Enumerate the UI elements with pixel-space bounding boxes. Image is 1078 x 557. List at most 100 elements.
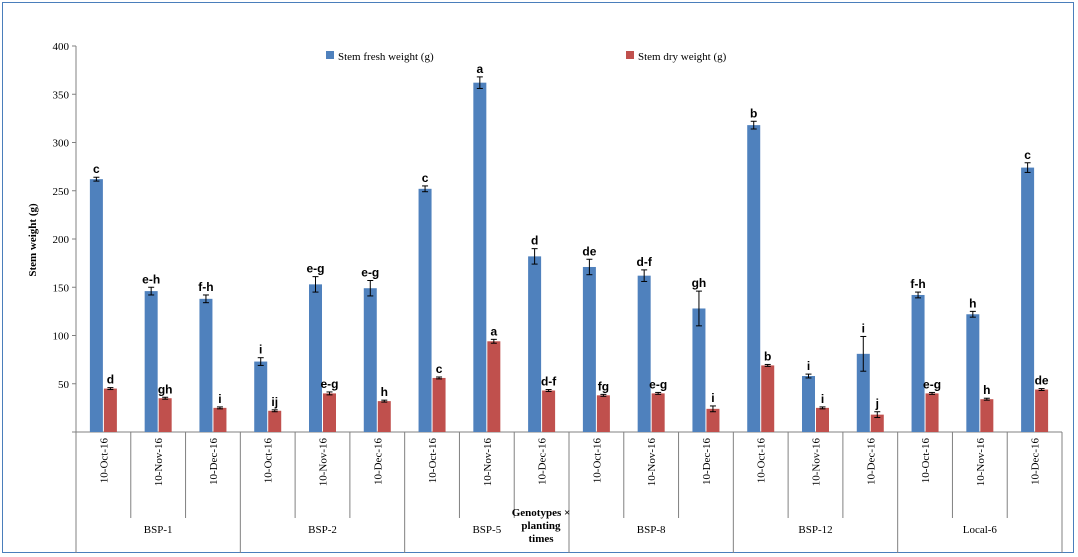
bar-dry-weight: [377, 401, 391, 432]
bar-fresh-weight: [802, 376, 815, 432]
group-label: Local-6: [963, 524, 998, 536]
bar-dry-weight: [870, 414, 884, 432]
x-tick-label: 10-Dec-16: [372, 438, 384, 486]
fresh-weight-letter: i: [807, 359, 810, 373]
dry-weight-letter: d: [107, 373, 114, 387]
dry-weight-letter: h: [983, 383, 990, 397]
fresh-weight-letter: i: [259, 343, 262, 357]
fresh-weight-letter: a: [476, 62, 483, 76]
fresh-weight-letter: c: [1024, 148, 1031, 162]
dry-weight-letter: gh: [158, 382, 173, 396]
bar-fresh-weight: [637, 275, 651, 432]
axes: 50 100 150 200 250 300 350 400: [53, 41, 1063, 553]
fresh-weight-letter: b: [750, 106, 757, 120]
bars: [89, 76, 1049, 433]
bar-dry-weight: [980, 399, 994, 432]
x-tick-label: 10-Oct-16: [756, 438, 768, 484]
bar-fresh-weight: [199, 298, 213, 432]
x-axis-label: Genotypes × planting times: [512, 507, 571, 545]
fresh-weight-letter: h: [969, 296, 976, 310]
dry-weight-letter: i: [821, 392, 824, 406]
dry-weight-letter: e-g: [649, 377, 667, 391]
dry-weight-letter: c: [436, 362, 443, 376]
bar-fresh-weight: [582, 266, 596, 432]
fresh-weight-letter: d: [531, 234, 538, 248]
bar-fresh-weight: [89, 179, 103, 432]
dry-weight-letter: i: [218, 392, 221, 406]
legend: Stem fresh weight (g) Stem dry weight (g…: [326, 51, 727, 63]
bar-dry-weight: [103, 388, 117, 432]
fresh-weight-letter: gh: [692, 276, 707, 290]
bar-dry-weight: [158, 398, 172, 432]
x-tick-label: 10-Oct-16: [427, 438, 439, 484]
y-tick-label: 150: [53, 282, 70, 294]
bar-fresh-weight: [144, 291, 158, 432]
bar-dry-weight: [651, 393, 665, 432]
bar-dry-weight: [213, 407, 227, 432]
bar-fresh-weight: [309, 284, 322, 432]
group-label: BSP-2: [308, 524, 337, 536]
fresh-weight-letter: e-g: [307, 262, 325, 276]
dry-weight-letter: e-g: [321, 377, 339, 391]
x-tick-label: 10-Nov-16: [482, 438, 494, 487]
bar-fresh-weight: [528, 256, 542, 432]
fresh-weight-letter: e-h: [142, 272, 160, 286]
y-tick-label: 400: [53, 41, 70, 53]
x-tick-label: 10-Nov-16: [811, 438, 823, 487]
bar-fresh-weight: [254, 361, 268, 432]
x-tick-label: 10-Dec-16: [865, 438, 877, 486]
bar-dry-weight: [761, 365, 775, 432]
dry-weight-letter: j: [875, 397, 879, 411]
y-tick-label: 300: [53, 138, 70, 150]
x-tick-label: 10-Dec-16: [701, 438, 713, 486]
y-tick-label: 100: [53, 331, 70, 343]
x-tick-label: 10-Nov-16: [646, 438, 658, 487]
group-label: BSP-8: [637, 524, 666, 536]
legend-label-dry: Stem dry weight (g): [638, 51, 727, 63]
bar-dry-weight: [432, 377, 446, 432]
x-tick-label: 10-Oct-16: [591, 438, 603, 484]
x-tick-label: 10-Dec-16: [1030, 438, 1042, 486]
x-tick-label: 10-Oct-16: [98, 438, 110, 484]
x-tick-label: 10-Oct-16: [920, 438, 932, 484]
bar-dry-weight: [323, 393, 336, 432]
x-tick-label: 10-Nov-16: [318, 438, 330, 487]
y-tick-label: 200: [53, 234, 70, 246]
bar-fresh-weight: [692, 308, 706, 432]
y-tick-label: 250: [53, 186, 70, 198]
x-category-labels: 10-Oct-16 10-Nov-16 10-Dec-16 10-Oct-16 10-N…: [98, 438, 1041, 536]
dry-weight-letter: i: [711, 391, 714, 405]
bar-fresh-weight: [856, 353, 870, 432]
dry-weight-letter: ij: [271, 395, 278, 409]
bar-fresh-weight: [966, 314, 980, 432]
y-tick-label: 350: [53, 89, 70, 101]
fresh-weight-letter: c: [422, 171, 429, 185]
x-tick-label: 10-Oct-16: [263, 438, 275, 484]
bar-fresh-weight: [363, 288, 377, 432]
dry-weight-letter: h: [381, 385, 388, 399]
dry-weight-letter: a: [490, 324, 497, 338]
bar-dry-weight: [542, 390, 556, 432]
y-tick-label: 50: [58, 379, 70, 391]
bar-dry-weight: [706, 408, 720, 432]
legend-swatch-dry: [626, 51, 634, 59]
bar-dry-weight: [596, 395, 610, 432]
bar-fresh-weight: [418, 188, 432, 432]
dry-weight-letter: de: [1035, 374, 1049, 388]
x-tick-label: 10-Nov-16: [153, 438, 165, 487]
fresh-weight-letter: c: [93, 162, 100, 176]
letter-labels: cde-hghf-hiiije-ge-ge-ghccaadd-fdefgd-fe…: [93, 62, 1049, 411]
bar-fresh-weight: [1021, 167, 1035, 432]
dry-weight-letter: d-f: [541, 375, 557, 389]
x-tick-label: 10-Dec-16: [537, 438, 549, 486]
bar-fresh-weight: [747, 125, 761, 432]
fresh-weight-letter: d-f: [637, 255, 653, 269]
bar-dry-weight: [816, 407, 829, 432]
bar-dry-weight: [925, 393, 939, 432]
group-label: BSP-12: [798, 524, 832, 536]
bar-dry-weight: [487, 341, 501, 432]
dry-weight-letter: fg: [598, 379, 609, 393]
legend-swatch-fresh: [326, 51, 334, 59]
fresh-weight-letter: i: [862, 321, 865, 335]
